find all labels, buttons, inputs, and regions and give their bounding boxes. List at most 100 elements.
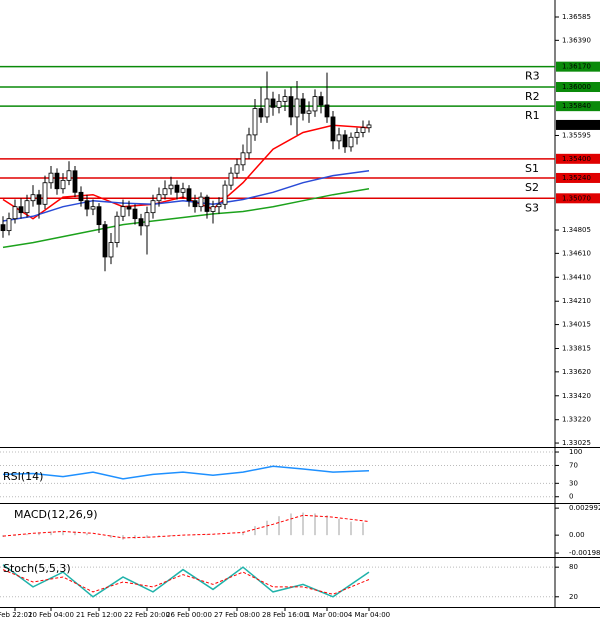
candle-body [168,184,174,190]
x-tick-label: 26 Feb 00:00 [166,611,212,619]
x-tick-label: 28 Feb 16:00 [262,611,308,619]
y-tick-label: 1.33420 [562,392,591,400]
candle-body [210,206,216,212]
level-box [556,82,600,93]
y-tick-label: 100 [569,448,582,456]
level-box [556,153,600,164]
candle-body [354,132,360,138]
candle-body [324,104,330,118]
level-name: R1 [525,109,540,122]
candle-body [270,98,276,108]
candle-body [306,110,312,114]
indicator-line [2,564,370,598]
level-name: R2 [525,90,540,103]
candle-body [186,188,192,202]
candle-body [234,164,240,174]
candle-body [60,179,66,190]
candle-body [258,108,264,118]
level-label: 1.35240 [562,174,591,182]
y-tick-label: 1.33220 [562,416,591,424]
level-box [556,61,600,72]
y-tick-label: 1.34015 [562,321,591,329]
candle-body [144,212,150,227]
candle-body [12,206,18,220]
candle-body [360,127,366,133]
indicator-line [2,514,370,539]
y-tick-label: 1.33815 [562,345,591,353]
candle-body [216,203,222,208]
indicator-line [2,465,370,480]
y-tick-label: 70 [569,461,578,469]
x-tick-label: 4 Mar 04:00 [348,611,390,619]
candle-body [336,134,342,142]
candle-body [84,200,90,210]
x-tick-label: 1 Mar 00:00 [306,611,348,619]
candle-body [0,224,6,232]
y-tick-label: 0.00 [569,531,585,539]
y-tick-label: 30 [569,479,578,487]
candle-body [150,200,156,214]
candle-body [252,108,258,136]
candle-body [132,208,138,220]
candle-body [90,206,96,210]
x-tick-label: Feb 22:01 [0,611,32,619]
candle-body [180,188,186,193]
indicator-title: Stoch(5,5,3) [3,562,71,575]
x-tick-label: 20 Feb 04:00 [28,611,74,619]
candle-body [348,136,354,148]
price-box [556,119,600,130]
indicator-title: RSI(14) [3,470,43,483]
candle-body [198,196,204,208]
candle-body [66,170,72,181]
level-box [556,172,600,183]
candle-body [240,152,246,166]
level-box [556,193,600,204]
candle-body [264,98,270,118]
indicator-title: MACD(12,26,9) [14,508,98,521]
price-label: 1.35683 [562,121,591,129]
candle-body [114,215,120,243]
y-tick-label: 1.35595 [562,131,591,139]
candle-body [342,134,348,148]
y-tick-label: 1.34610 [562,249,591,257]
level-label: 1.36000 [562,83,591,91]
candle-body [42,182,48,205]
x-tick-label: 22 Feb 20:00 [124,611,170,619]
level-label: 1.36170 [562,63,591,71]
y-tick-label: 20 [569,593,578,601]
candle-body [228,172,234,186]
y-tick-label: 1.34410 [562,273,591,281]
candle-body [24,200,30,214]
candle-body [78,191,84,202]
y-tick-label: 1.34805 [562,226,591,234]
y-tick-label: 80 [569,563,578,571]
candle-body [246,134,252,154]
y-tick-label: 1.34210 [562,297,591,305]
y-tick-label: 1.36390 [562,36,591,44]
indicator-line [2,569,370,595]
level-label: 1.35840 [562,102,591,110]
y-tick-label: 1.36585 [562,13,591,21]
candle-body [108,242,114,258]
candle-body [174,184,180,193]
level-box [556,101,600,112]
candle-body [30,194,36,202]
candle-body [156,194,162,202]
candle-body [36,194,42,205]
candle-body [366,124,372,129]
candle-body [6,218,12,232]
moving-average [2,170,370,222]
level-name: S2 [525,181,539,194]
level-name: R3 [525,70,540,83]
y-tick-label: 0 [569,493,573,501]
candle-body [222,184,228,205]
candle-body [312,96,318,112]
y-tick-label: -0.001985 [569,549,600,557]
candle-body [96,206,102,226]
candle-body [318,96,324,106]
y-tick-label: 0.002992 [569,504,600,512]
candle-body [120,206,126,217]
